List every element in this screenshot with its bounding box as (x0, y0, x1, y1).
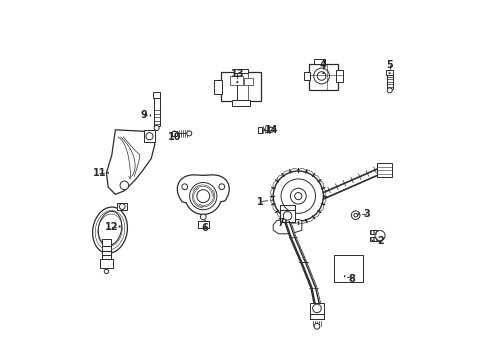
Bar (233, 69, 247, 73)
Circle shape (283, 212, 291, 220)
Bar (221, 72, 260, 101)
Circle shape (196, 190, 209, 203)
Circle shape (313, 323, 319, 329)
Circle shape (312, 304, 321, 313)
Circle shape (189, 183, 217, 210)
Bar (314, 59, 325, 64)
Circle shape (317, 72, 325, 80)
Bar (308, 64, 337, 90)
Text: 5: 5 (386, 60, 392, 70)
Bar (369, 230, 376, 234)
Bar (172, 131, 177, 136)
Circle shape (154, 126, 159, 131)
Circle shape (281, 179, 315, 213)
Text: 9: 9 (141, 111, 147, 121)
Circle shape (290, 188, 305, 204)
Circle shape (219, 184, 224, 190)
Text: 1: 1 (257, 197, 264, 207)
Bar (280, 210, 294, 222)
Bar (244, 78, 253, 85)
Text: 14: 14 (264, 125, 278, 135)
Text: 2: 2 (377, 236, 384, 246)
Text: 7: 7 (276, 218, 283, 228)
Bar (386, 75, 392, 89)
Circle shape (119, 204, 125, 210)
Text: 12: 12 (105, 222, 118, 231)
Bar (230, 76, 242, 85)
Circle shape (145, 133, 153, 140)
Circle shape (353, 213, 357, 217)
Polygon shape (177, 175, 229, 215)
Bar (214, 80, 222, 94)
Text: 6: 6 (201, 224, 208, 233)
Bar (117, 203, 127, 211)
Circle shape (186, 131, 191, 136)
Bar (198, 221, 208, 228)
Polygon shape (273, 220, 301, 234)
Bar (309, 303, 324, 314)
Bar (153, 92, 160, 98)
Circle shape (313, 68, 329, 84)
Bar (303, 72, 309, 80)
Circle shape (104, 269, 108, 274)
Bar (233, 100, 247, 104)
Circle shape (182, 184, 187, 190)
Bar (386, 70, 392, 75)
Bar (335, 69, 343, 82)
Bar (102, 239, 110, 259)
Bar (333, 255, 362, 282)
Bar (100, 259, 113, 268)
Circle shape (374, 230, 384, 240)
Text: 4: 4 (319, 60, 326, 70)
Text: 11: 11 (92, 168, 106, 178)
Ellipse shape (92, 207, 127, 253)
Text: 8: 8 (348, 274, 355, 284)
Circle shape (200, 214, 206, 220)
Circle shape (351, 211, 359, 220)
Text: 13: 13 (230, 69, 244, 79)
Text: 3: 3 (362, 209, 369, 219)
Circle shape (273, 171, 323, 221)
Circle shape (386, 88, 391, 93)
Circle shape (268, 127, 273, 132)
Bar (144, 130, 155, 142)
Bar (257, 127, 262, 133)
Circle shape (294, 193, 301, 200)
Bar (153, 98, 159, 126)
Polygon shape (106, 130, 155, 194)
Bar (231, 100, 249, 107)
Text: 10: 10 (167, 132, 181, 142)
Ellipse shape (98, 211, 122, 246)
Bar (376, 163, 391, 177)
Circle shape (120, 181, 128, 190)
Bar (369, 237, 376, 241)
